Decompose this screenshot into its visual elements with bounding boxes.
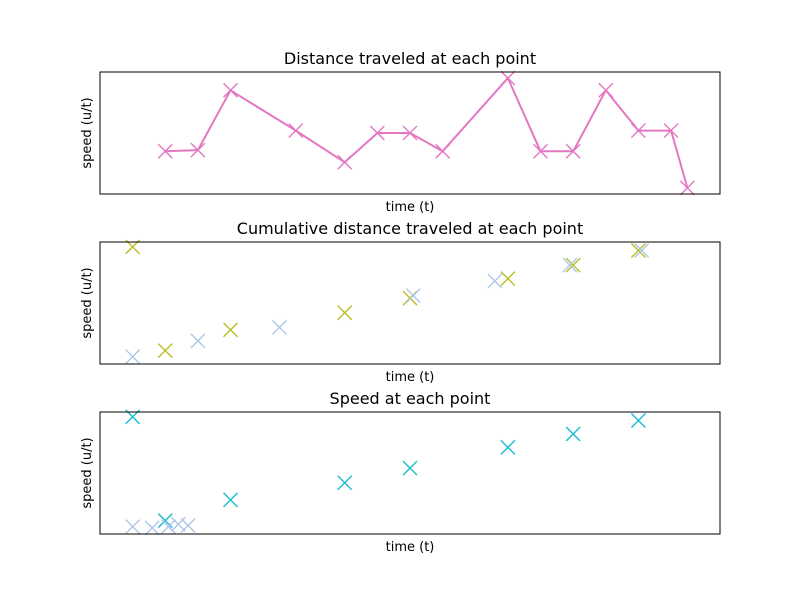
data-point-2-1-0 xyxy=(125,519,141,535)
data-point-0-0-8 xyxy=(500,70,516,86)
data-point-0-0-7 xyxy=(435,143,451,159)
data-point-2-0-6 xyxy=(565,426,581,442)
data-point-1-0-1 xyxy=(157,343,173,359)
data-point-1-0-7 xyxy=(630,243,646,259)
data-point-0-0-4 xyxy=(337,154,353,170)
data-point-0-0-9 xyxy=(533,143,549,159)
subplot-2-title: Cumulative distance traveled at each poi… xyxy=(237,219,583,238)
data-point-1-1-6 xyxy=(634,243,650,259)
data-point-2-0-5 xyxy=(500,439,516,455)
data-point-0-0-0 xyxy=(157,143,173,159)
data-point-0-0-2 xyxy=(223,82,239,98)
plot-area-1 xyxy=(157,70,695,196)
data-point-2-1-2 xyxy=(161,519,177,535)
data-point-1-1-0 xyxy=(125,349,141,365)
subplot-distance: Distance traveled at each point time (t)… xyxy=(80,49,721,215)
data-point-1-1-1 xyxy=(190,333,206,349)
data-point-1-0-5 xyxy=(500,271,516,287)
data-point-0-0-10 xyxy=(565,143,581,159)
subplot-1-ylabel: speed (u/t) xyxy=(80,97,95,168)
subplot-2-ylabel: speed (u/t) xyxy=(80,267,95,338)
data-point-2-1-4 xyxy=(180,517,196,533)
subplot-3-xlabel: time (t) xyxy=(386,540,435,555)
data-point-2-0-7 xyxy=(630,413,646,429)
subplot-3-ylabel: speed (u/t) xyxy=(80,437,95,508)
data-point-0-0-13 xyxy=(663,123,679,139)
subplot-2-xlabel: time (t) xyxy=(386,370,435,385)
data-point-1-0-2 xyxy=(223,322,239,338)
data-point-2-0-2 xyxy=(223,492,239,508)
data-point-0-0-5 xyxy=(369,125,385,141)
subplot-speed: Speed at each point time (t) speed (u/t) xyxy=(80,389,721,555)
data-point-1-1-2 xyxy=(271,319,287,335)
subplot-1-title: Distance traveled at each point xyxy=(284,49,536,68)
subplot-cumulative: Cumulative distance traveled at each poi… xyxy=(80,219,721,385)
axes-frame-2 xyxy=(99,241,721,365)
plot-area-3 xyxy=(125,409,646,536)
data-point-0-0-12 xyxy=(630,123,646,139)
data-point-2-1-1 xyxy=(144,520,160,536)
data-point-1-0-3 xyxy=(337,305,353,321)
subplot-1-xlabel: time (t) xyxy=(386,200,435,215)
subplot-3-title: Speed at each point xyxy=(330,389,491,408)
axes-frame-3 xyxy=(99,411,721,535)
data-point-0-0-1 xyxy=(190,142,206,158)
data-point-2-0-3 xyxy=(337,475,353,491)
data-point-1-1-5 xyxy=(562,257,578,273)
axes-frame-1 xyxy=(99,71,721,195)
data-point-1-1-3 xyxy=(405,288,421,304)
data-point-0-0-3 xyxy=(288,123,304,139)
data-point-2-0-4 xyxy=(402,460,418,476)
data-point-1-0-6 xyxy=(565,257,581,273)
data-point-0-0-11 xyxy=(598,82,614,98)
data-point-0-0-14 xyxy=(679,180,695,196)
data-point-1-1-4 xyxy=(487,273,503,289)
data-point-0-0-6 xyxy=(402,125,418,141)
